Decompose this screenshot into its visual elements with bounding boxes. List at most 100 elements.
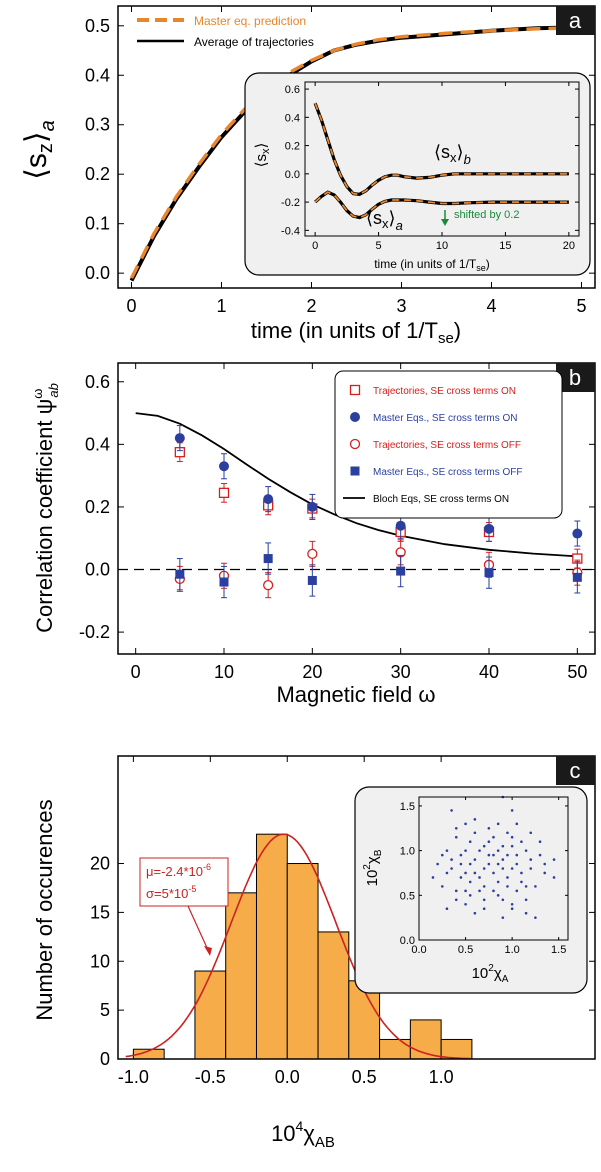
master-off-point [396, 566, 406, 576]
histogram-bar [317, 931, 350, 1060]
inset-scatter-point [529, 831, 533, 835]
inset-scatter-point [501, 844, 505, 848]
x-tick-label: 10 [436, 240, 448, 252]
master-off-point [175, 569, 185, 579]
master-off-point [484, 568, 494, 578]
x-tick-label: 0.5 [352, 1067, 377, 1087]
x-tick-label: 0 [312, 240, 318, 252]
panel-b-tag: b [569, 365, 581, 390]
panel-b-frame [117, 362, 596, 655]
inset-scatter-point [510, 902, 514, 906]
inset-scatter-point [468, 840, 472, 843]
y-tick-label: 10 [90, 951, 110, 971]
y-tick-label: 1.5 [400, 801, 415, 813]
master-on-point [174, 433, 185, 444]
panel-b-ticks: 0 10 20 30 40 50 -0.2 0.0 0.2 0.4 0.6 [79, 363, 595, 682]
histogram-bar [225, 892, 257, 1060]
y-tick-label: -0.2 [79, 622, 110, 642]
y-tick-label: 0.5 [400, 890, 415, 902]
legend-marker-traj-off [349, 438, 361, 450]
inset-scatter-point [478, 889, 481, 893]
legend-marker-traj-on [349, 384, 361, 396]
histogram-bar [286, 863, 319, 1060]
inset-scatter-point [496, 880, 500, 884]
inset-scatter-point [482, 898, 486, 902]
panel-b: 0 10 20 30 40 50 -0.2 0.0 0.2 0.4 0.6 b Trajectori… [30, 362, 596, 707]
inset-scatter-point [440, 885, 444, 888]
inset-scatter-point [473, 818, 477, 821]
fit-annotation-arrowhead [204, 946, 212, 956]
master-on-point [484, 523, 494, 534]
inset-scatter-point [440, 853, 444, 857]
inset-scatter-point [515, 862, 519, 866]
x-tick-label: 0 [126, 296, 136, 316]
inset-scatter-point [487, 840, 491, 843]
panel-a-tag: a [569, 8, 582, 33]
inset-scatter-point [524, 885, 528, 888]
x-tick-label: 0.0 [275, 1067, 300, 1087]
y-tick-label: 0.0 [85, 263, 110, 283]
inset-a-xlabel: time (in units of 1/Tse) [374, 257, 490, 273]
inset-scatter-point [538, 853, 542, 857]
ylabel-open-bracket: ⟨ [20, 168, 53, 180]
panel-c-inset-box [354, 786, 588, 994]
panel-a: 0 1 2 3 4 5 0.0 0.1 0.2 0.3 0.4 0.5 a Master eq. pr… [20, 5, 596, 347]
y-tick-label: 0.2 [85, 497, 110, 517]
inset-scatter-point [478, 849, 481, 852]
inset-scatter-point [473, 871, 477, 875]
x-tick-label: 30 [391, 662, 411, 682]
histogram-bar [194, 970, 227, 1060]
panel-b-ylabel-sup: ω [30, 389, 45, 399]
master-on-point [263, 494, 274, 505]
inset-xlabel-main: time (in units of 1/T [374, 257, 477, 271]
master-eq-line [129, 26, 560, 279]
inset-scatter-point [506, 831, 509, 835]
panel-a-ylabel: ⟨sz⟩a [20, 120, 59, 180]
panel-c-tag-bg [556, 756, 595, 785]
panel-a-inset-ticks: 0 5 10 15 20 0.6 0.4 0.2 0.0 -0.2 -0.4 [281, 82, 579, 252]
inset-scatter-point [445, 907, 449, 911]
inset-scatter-point [454, 898, 458, 902]
traj-off-point [263, 580, 274, 591]
inset-scatter-point [501, 858, 505, 861]
inset-scatter-point [468, 894, 472, 897]
x-tick-label: 1 [216, 296, 226, 316]
histogram-bar [440, 1038, 473, 1060]
shift-arrow-head [441, 219, 449, 226]
inset-scatter-point [468, 862, 472, 866]
inset-ylabel-sym: s [253, 154, 270, 162]
inset-ylabel-close: ⟩ [253, 143, 270, 149]
x-tick-label: 1.0 [429, 1067, 454, 1087]
inset-scatter-point [482, 867, 486, 870]
x-tick-label: 3 [396, 296, 406, 316]
legend-label-2: Trajectories, SE cross terms OFF [373, 440, 521, 451]
inset-scatter-point [450, 858, 453, 861]
inset-scatter-point [515, 822, 519, 826]
inset-scatter-point [529, 858, 533, 861]
panel-c-ylabel: Number of occurences [32, 799, 57, 1020]
x-tick-label: 2 [306, 296, 316, 316]
inset-scatter-point [515, 853, 519, 857]
inset-scatter-point [552, 876, 556, 879]
x-tick-label: 4 [486, 296, 496, 316]
histogram-bar [379, 1038, 411, 1060]
panel-c-frame [117, 755, 596, 1060]
inset-scatter-point [496, 849, 500, 852]
inset-scatter-point [473, 911, 477, 915]
y-tick-label: 0.0 [400, 935, 415, 947]
inset-scatter-point [454, 835, 458, 839]
panel-b-ylabel-sub: ab [46, 383, 61, 397]
master-off-point [263, 554, 273, 564]
inset-scatter-point [468, 880, 472, 884]
inset-scatter-point [431, 876, 435, 879]
x-tick-label: 40 [479, 662, 499, 682]
traj-on-point [218, 487, 230, 499]
y-tick-label: 1.0 [400, 846, 415, 858]
inset-scatter-point [459, 862, 463, 866]
y-tick-label: 0.2 [285, 141, 300, 153]
inset-scatter-point [492, 853, 495, 857]
panel-b-legend-box [334, 370, 563, 519]
inset-scatter-point [534, 885, 537, 888]
inset-scatter-point [454, 889, 458, 893]
